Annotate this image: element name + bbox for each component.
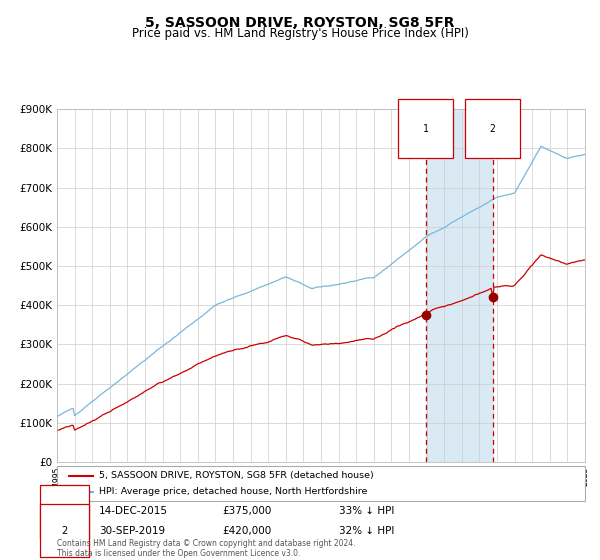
Text: 33% ↓ HPI: 33% ↓ HPI bbox=[339, 506, 394, 516]
Text: 2: 2 bbox=[62, 526, 68, 536]
Text: 1: 1 bbox=[62, 506, 68, 516]
Text: £375,000: £375,000 bbox=[222, 506, 271, 516]
Text: 2: 2 bbox=[490, 124, 496, 134]
Text: 1: 1 bbox=[423, 124, 428, 134]
Text: 32% ↓ HPI: 32% ↓ HPI bbox=[339, 526, 394, 536]
Text: HPI: Average price, detached house, North Hertfordshire: HPI: Average price, detached house, Nort… bbox=[99, 487, 368, 496]
Bar bbox=[426, 109, 493, 462]
Text: 30-SEP-2019: 30-SEP-2019 bbox=[99, 526, 165, 536]
Text: 5, SASSOON DRIVE, ROYSTON, SG8 5FR (detached house): 5, SASSOON DRIVE, ROYSTON, SG8 5FR (deta… bbox=[99, 472, 374, 480]
Text: Price paid vs. HM Land Registry's House Price Index (HPI): Price paid vs. HM Land Registry's House … bbox=[131, 27, 469, 40]
Text: £420,000: £420,000 bbox=[222, 526, 271, 536]
Text: Contains HM Land Registry data © Crown copyright and database right 2024.
This d: Contains HM Land Registry data © Crown c… bbox=[57, 539, 355, 558]
Text: 5, SASSOON DRIVE, ROYSTON, SG8 5FR: 5, SASSOON DRIVE, ROYSTON, SG8 5FR bbox=[145, 16, 455, 30]
Text: 14-DEC-2015: 14-DEC-2015 bbox=[99, 506, 168, 516]
